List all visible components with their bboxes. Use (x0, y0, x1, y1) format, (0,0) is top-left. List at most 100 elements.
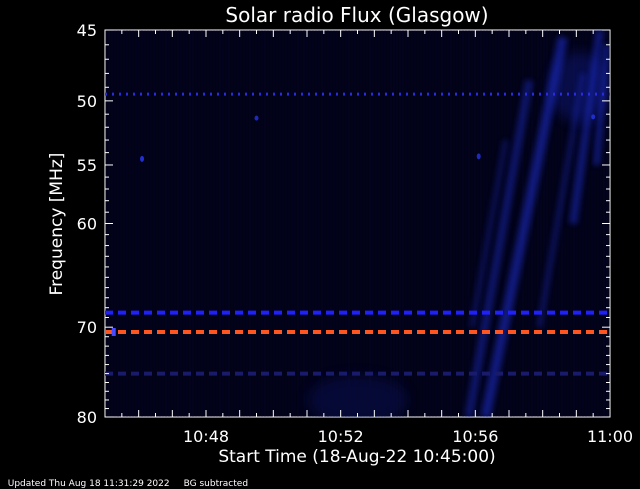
background-streak (291, 30, 293, 417)
background-streak (300, 30, 302, 417)
background-streak (198, 30, 200, 417)
background-streak (450, 30, 452, 417)
background-streak (390, 30, 392, 417)
x-tick-label: 11:00 (587, 427, 633, 446)
background-streak (549, 30, 551, 417)
background-streak (513, 30, 515, 417)
background-streak (186, 30, 188, 417)
background-streak (282, 30, 284, 417)
background-streak (582, 30, 584, 417)
background-streak (360, 30, 362, 417)
background-streak (369, 30, 371, 417)
background-streak (288, 30, 290, 417)
background-streak (249, 30, 251, 417)
background-streak (381, 30, 383, 417)
background-streak (204, 30, 206, 417)
background-streak (456, 30, 458, 417)
background-streak (153, 30, 155, 417)
background-streak (141, 30, 143, 417)
background-streak (591, 30, 593, 417)
background-streak (246, 30, 248, 417)
background-streak (219, 30, 221, 417)
y-tick-label: 80 (77, 408, 97, 427)
background-streak (183, 30, 185, 417)
background-streak (453, 30, 455, 417)
background-streak (363, 30, 365, 417)
background-streak (279, 30, 281, 417)
background-streak (159, 30, 161, 417)
background-streak (144, 30, 146, 417)
background-streak (243, 30, 245, 417)
background-streak (162, 30, 164, 417)
background-streak (237, 30, 239, 417)
emission-spot (140, 155, 145, 162)
background-streak (285, 30, 287, 417)
background-streak (471, 30, 473, 417)
background-streak (384, 30, 386, 417)
background-streak (276, 30, 278, 417)
background-streak (195, 30, 197, 417)
footer: Updated Thu Aug 18 11:31:29 2022 BG subtr… (2, 469, 262, 489)
background-streak (414, 30, 416, 417)
bg-note: BG subtracted (183, 479, 249, 489)
updated-timestamp: Updated Thu Aug 18 11:31:29 2022 (7, 479, 170, 489)
background-streak (309, 30, 311, 417)
background-streak (225, 30, 227, 417)
background-streak (351, 30, 353, 417)
background-streak (564, 30, 566, 417)
background-streak (375, 30, 377, 417)
background-streak (171, 30, 173, 417)
background-streak (588, 30, 590, 417)
background-streak (336, 30, 338, 417)
background-streak (486, 30, 488, 417)
background-streak (366, 30, 368, 417)
x-tick-labels: 10:48 10:52 10:56 11:00 (183, 427, 633, 446)
background-streak (240, 30, 242, 417)
background-streak (399, 30, 401, 417)
background-streak (345, 30, 347, 417)
background-streak (324, 30, 326, 417)
background-streak (537, 30, 539, 417)
background-streak (432, 30, 434, 417)
background-streak (264, 30, 266, 417)
background-streak (354, 30, 356, 417)
background-streak (114, 30, 116, 417)
background-streak (297, 30, 299, 417)
background-streak (270, 30, 272, 417)
background-streak (189, 30, 191, 417)
background-streak (357, 30, 359, 417)
background-streak (393, 30, 395, 417)
background-streak (294, 30, 296, 417)
background-streak (126, 30, 128, 417)
background-streak (531, 30, 533, 417)
background-streak (462, 30, 464, 417)
background-streak (570, 30, 572, 417)
background-streak (267, 30, 269, 417)
background-streak (378, 30, 380, 417)
y-tick-labels: 45 50 55 60 70 80 (77, 21, 97, 427)
background-streak (477, 30, 479, 417)
background-streak (180, 30, 182, 417)
background-streak (147, 30, 149, 417)
background-streak (318, 30, 320, 417)
background-streak (132, 30, 134, 417)
y-axis-label: Frequency [MHz] (47, 153, 67, 296)
background-streak (252, 30, 254, 417)
background-streak (402, 30, 404, 417)
background-streak (534, 30, 536, 417)
background-streak (327, 30, 329, 417)
background-streak (342, 30, 344, 417)
axis-ticks (105, 29, 610, 418)
background-streak (459, 30, 461, 417)
background-streak (255, 30, 257, 417)
background-streak (174, 30, 176, 417)
y-tick-label: 50 (77, 92, 97, 111)
x-tick-label: 10:56 (452, 427, 498, 446)
background-streak (435, 30, 437, 417)
background-streak (312, 30, 314, 417)
background-streak (213, 30, 215, 417)
background-streak (216, 30, 218, 417)
background-streak (156, 30, 158, 417)
y-tick-label: 45 (77, 21, 97, 40)
background-streak (507, 30, 509, 417)
